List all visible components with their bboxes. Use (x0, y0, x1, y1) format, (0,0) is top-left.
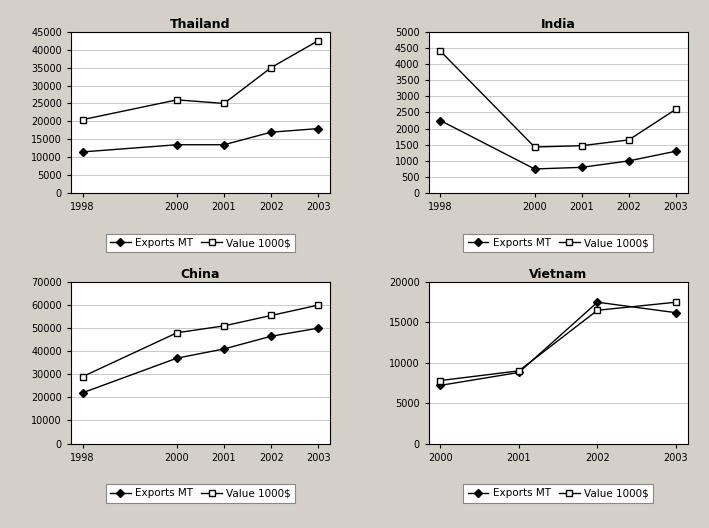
Line: Value 1000$: Value 1000$ (80, 303, 321, 380)
Value 1000$ (267, 64, 275, 71)
Value 1000$ (267, 312, 275, 318)
Line: Exports MT: Exports MT (80, 325, 321, 395)
Value 1000$ (220, 100, 228, 107)
Value 1000$ (671, 299, 680, 305)
Line: Exports MT: Exports MT (437, 299, 679, 388)
Exports MT (530, 166, 539, 172)
Exports MT (79, 149, 87, 155)
Exports MT (625, 158, 633, 164)
Exports MT (79, 390, 87, 396)
Value 1000$ (314, 37, 323, 44)
Exports MT (220, 142, 228, 148)
Value 1000$ (515, 367, 523, 374)
Value 1000$ (79, 117, 87, 123)
Value 1000$ (577, 143, 586, 149)
Exports MT (671, 309, 680, 316)
Value 1000$ (173, 97, 182, 103)
Exports MT (593, 299, 602, 305)
Legend: Exports MT, Value 1000$: Exports MT, Value 1000$ (464, 234, 653, 252)
Exports MT (267, 129, 275, 135)
Line: Value 1000$: Value 1000$ (80, 38, 321, 122)
Value 1000$ (625, 137, 633, 143)
Title: Thailand: Thailand (170, 17, 230, 31)
Value 1000$ (173, 329, 182, 336)
Exports MT (671, 148, 680, 154)
Exports MT (314, 126, 323, 132)
Value 1000$ (436, 378, 445, 384)
Value 1000$ (220, 323, 228, 329)
Line: Exports MT: Exports MT (80, 126, 321, 155)
Exports MT (515, 369, 523, 375)
Exports MT (436, 117, 445, 124)
Exports MT (267, 333, 275, 340)
Value 1000$ (436, 48, 445, 54)
Legend: Exports MT, Value 1000$: Exports MT, Value 1000$ (106, 234, 295, 252)
Line: Exports MT: Exports MT (437, 118, 679, 172)
Value 1000$ (593, 307, 602, 314)
Value 1000$ (671, 106, 680, 112)
Exports MT (173, 142, 182, 148)
Value 1000$ (79, 373, 87, 380)
Exports MT (436, 382, 445, 389)
Title: China: China (181, 268, 220, 281)
Title: India: India (541, 17, 576, 31)
Exports MT (173, 355, 182, 361)
Exports MT (577, 164, 586, 171)
Title: Vietnam: Vietnam (529, 268, 587, 281)
Exports MT (220, 346, 228, 352)
Legend: Exports MT, Value 1000$: Exports MT, Value 1000$ (106, 484, 295, 503)
Legend: Exports MT, Value 1000$: Exports MT, Value 1000$ (464, 484, 653, 503)
Value 1000$ (314, 302, 323, 308)
Exports MT (314, 325, 323, 332)
Line: Value 1000$: Value 1000$ (437, 299, 679, 383)
Value 1000$ (530, 144, 539, 150)
Line: Value 1000$: Value 1000$ (437, 48, 679, 150)
